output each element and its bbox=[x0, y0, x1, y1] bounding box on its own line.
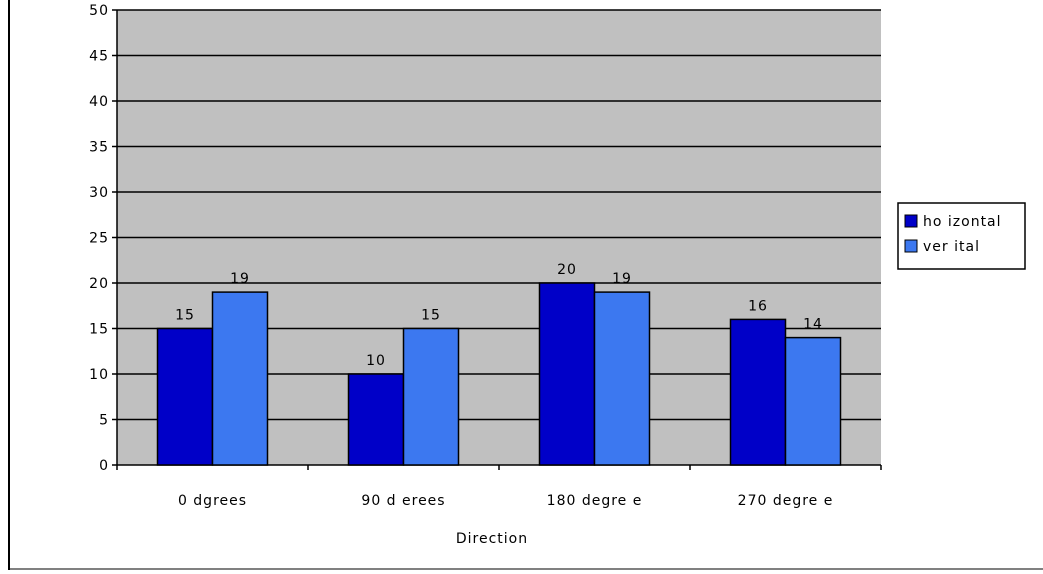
plot-area: 0 5 10 15 20 25 30 35 40 45 50 15 19 0 dgrees 10 15 90 d… bbox=[89, 3, 881, 509]
data-label: 14 bbox=[803, 317, 823, 333]
bar bbox=[786, 338, 841, 465]
data-label: 15 bbox=[421, 308, 441, 324]
y-tick-label: 30 bbox=[89, 185, 109, 201]
y-tick-label: 35 bbox=[89, 140, 109, 156]
y-tick-label: 10 bbox=[89, 367, 109, 383]
data-label: 16 bbox=[748, 298, 768, 314]
bar bbox=[349, 374, 404, 465]
legend-box bbox=[898, 203, 1025, 269]
data-label: 10 bbox=[366, 353, 386, 369]
bar bbox=[540, 283, 595, 465]
legend-label: ver ital bbox=[923, 239, 980, 255]
x-tick-label: 0 dgrees bbox=[178, 493, 247, 509]
bar bbox=[731, 319, 786, 465]
bar bbox=[404, 329, 459, 466]
legend-swatch bbox=[905, 240, 917, 252]
bar bbox=[158, 329, 213, 466]
x-tick-label: 270 degre e bbox=[738, 493, 834, 509]
legend-swatch bbox=[905, 215, 917, 227]
y-tick-label: 45 bbox=[89, 49, 109, 65]
data-label: 15 bbox=[175, 308, 195, 324]
y-tick-label: 0 bbox=[99, 458, 109, 474]
data-label: 20 bbox=[557, 262, 577, 278]
y-tick-label: 5 bbox=[99, 413, 109, 429]
x-axis-title: Direction bbox=[456, 531, 528, 547]
bar bbox=[213, 292, 268, 465]
y-tick-label: 20 bbox=[89, 276, 109, 292]
bar bbox=[595, 292, 650, 465]
x-tick-label: 180 degre e bbox=[547, 493, 643, 509]
y-tick-label: 50 bbox=[89, 3, 109, 19]
y-tick-label: 40 bbox=[89, 94, 109, 110]
legend: ho izontal ver ital bbox=[898, 203, 1025, 269]
y-tick-label: 25 bbox=[89, 231, 109, 247]
legend-label: ho izontal bbox=[923, 214, 1002, 230]
x-tick-label: 90 d erees bbox=[361, 493, 445, 509]
data-label: 19 bbox=[612, 271, 632, 287]
y-tick-label: 15 bbox=[89, 322, 109, 338]
data-label: 19 bbox=[230, 271, 250, 287]
